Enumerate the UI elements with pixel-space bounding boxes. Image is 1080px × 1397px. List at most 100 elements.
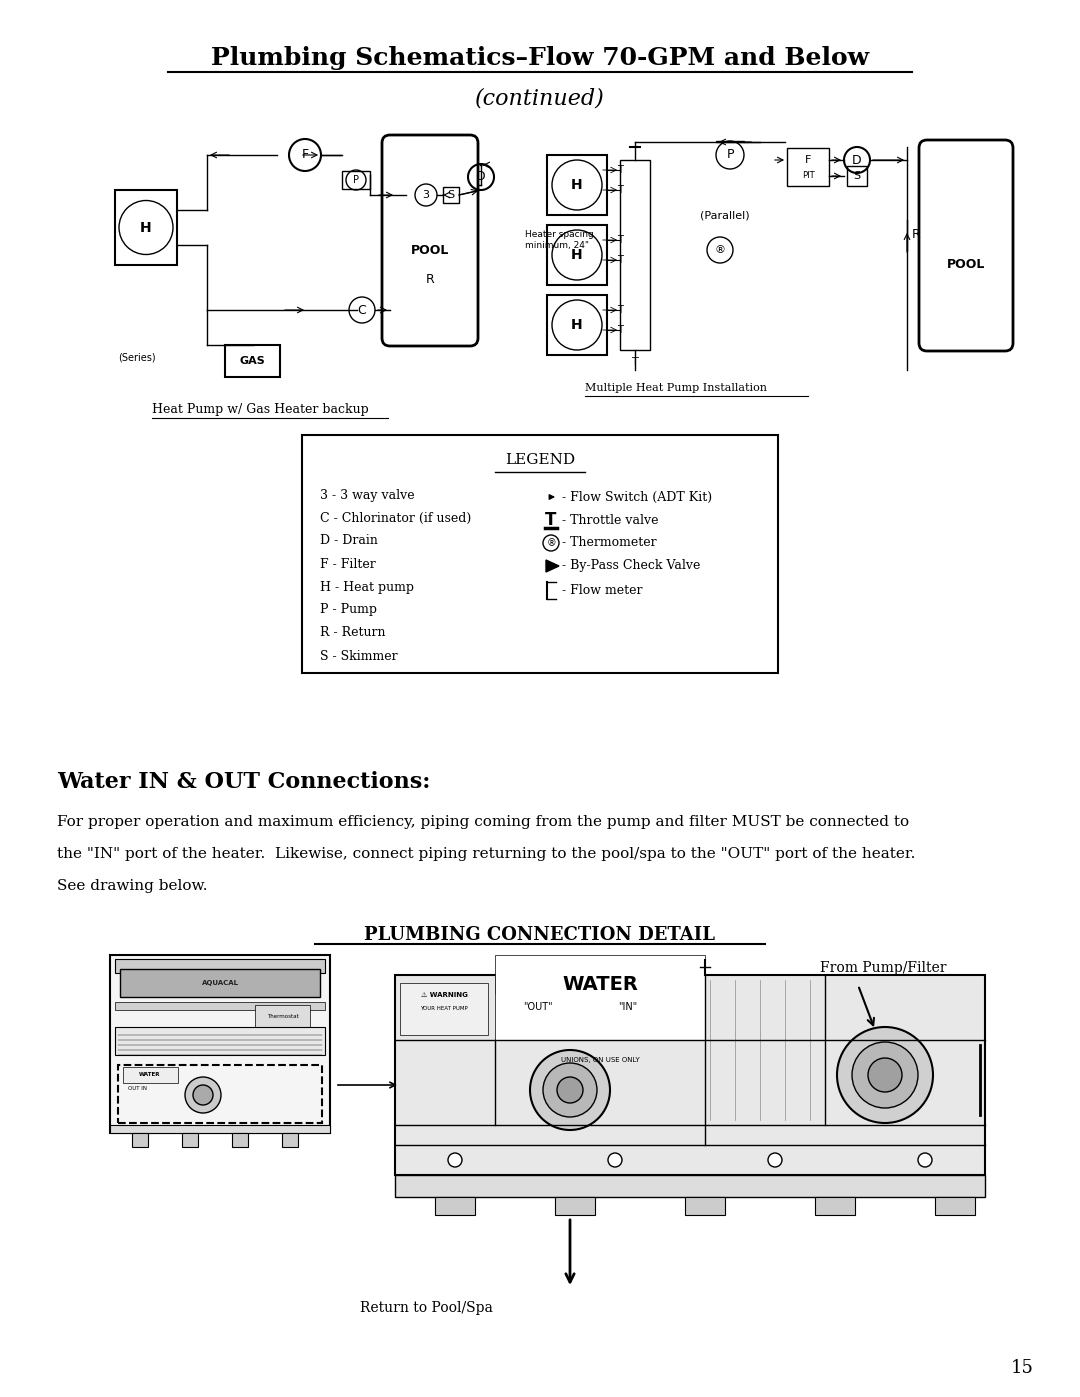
Text: PIT: PIT <box>801 172 814 180</box>
Text: S: S <box>853 170 861 182</box>
Circle shape <box>193 1085 213 1105</box>
Text: F - Filter: F - Filter <box>320 557 376 570</box>
Bar <box>400 983 488 1035</box>
Text: D - Drain: D - Drain <box>320 535 378 548</box>
Bar <box>443 187 459 203</box>
Text: H: H <box>571 177 583 191</box>
Text: ®: ® <box>546 538 556 548</box>
Bar <box>546 295 607 355</box>
Text: 3 - 3 way valve: 3 - 3 way valve <box>320 489 415 502</box>
Bar <box>114 190 177 265</box>
Text: C: C <box>357 303 366 317</box>
Bar <box>302 434 778 673</box>
Text: F: F <box>805 155 811 165</box>
Text: - Thermometer: - Thermometer <box>562 536 657 549</box>
Text: AQUACAL: AQUACAL <box>202 981 239 986</box>
Bar <box>232 1133 248 1147</box>
Text: POOL: POOL <box>410 243 449 257</box>
Text: GAS: GAS <box>240 356 266 366</box>
Text: - Flow meter: - Flow meter <box>562 584 643 598</box>
Text: Multiple Heat Pump Installation: Multiple Heat Pump Installation <box>585 383 767 393</box>
Text: T: T <box>617 165 623 175</box>
Text: (continued): (continued) <box>475 87 605 109</box>
Text: "IN": "IN" <box>619 1002 637 1011</box>
Text: OUT IN: OUT IN <box>129 1087 148 1091</box>
Text: See drawing below.: See drawing below. <box>57 879 207 893</box>
Text: T: T <box>617 184 623 196</box>
Text: T: T <box>545 511 556 529</box>
Text: - By-Pass Check Valve: - By-Pass Check Valve <box>562 560 700 573</box>
Text: T: T <box>632 358 638 367</box>
Text: ®: ® <box>715 244 726 256</box>
Bar <box>495 956 705 1039</box>
Text: POOL: POOL <box>947 258 985 271</box>
Text: - Flow Switch (ADT Kit): - Flow Switch (ADT Kit) <box>562 490 712 503</box>
Bar <box>114 1002 325 1010</box>
Text: From Pump/Filter: From Pump/Filter <box>820 961 946 975</box>
Text: - Throttle valve: - Throttle valve <box>562 514 659 527</box>
Text: Plumbing Schematics–Flow 70-GPM and Below: Plumbing Schematics–Flow 70-GPM and Belo… <box>211 46 869 70</box>
Text: P: P <box>726 148 733 162</box>
Text: H - Heat pump: H - Heat pump <box>320 581 414 594</box>
Text: P - Pump: P - Pump <box>320 604 377 616</box>
Text: F: F <box>301 148 309 162</box>
Text: Heat Pump w/ Gas Heater backup: Heat Pump w/ Gas Heater backup <box>152 404 368 416</box>
Circle shape <box>185 1077 221 1113</box>
Bar <box>435 1197 475 1215</box>
Text: R: R <box>426 272 434 286</box>
Text: LEGEND: LEGEND <box>505 453 575 467</box>
Text: T: T <box>617 305 623 314</box>
Bar <box>114 1027 325 1055</box>
Text: YOUR HEAT PUMP: YOUR HEAT PUMP <box>420 1006 468 1010</box>
Text: D: D <box>476 170 486 183</box>
Bar <box>546 155 607 215</box>
Bar <box>118 1065 322 1123</box>
Text: Heater spacing
minimum, 24": Heater spacing minimum, 24" <box>525 229 594 250</box>
Bar <box>282 1133 298 1147</box>
Bar <box>847 166 867 186</box>
Bar <box>395 1175 985 1197</box>
Text: (Series): (Series) <box>118 353 156 363</box>
Text: WATER: WATER <box>562 975 638 993</box>
Bar <box>110 1125 330 1133</box>
Circle shape <box>852 1042 918 1108</box>
Text: Water IN & OUT Connections:: Water IN & OUT Connections: <box>57 771 430 793</box>
Bar <box>620 161 650 351</box>
Circle shape <box>918 1153 932 1166</box>
Text: T: T <box>617 326 623 335</box>
Text: T: T <box>617 235 623 244</box>
Text: UNIONS, ON USE ONLY: UNIONS, ON USE ONLY <box>561 1058 639 1063</box>
Bar <box>114 958 325 972</box>
Text: For proper operation and maximum efficiency, piping coming from the pump and fil: For proper operation and maximum efficie… <box>57 814 909 828</box>
Text: the "IN" port of the heater.  Likewise, connect piping returning to the pool/spa: the "IN" port of the heater. Likewise, c… <box>57 847 916 861</box>
Text: R: R <box>912 229 921 242</box>
Text: H: H <box>571 249 583 263</box>
Bar <box>395 975 985 1175</box>
Bar <box>120 970 320 997</box>
Circle shape <box>608 1153 622 1166</box>
Text: H: H <box>140 221 152 235</box>
Bar <box>787 148 829 186</box>
Bar <box>815 1197 855 1215</box>
Text: H: H <box>571 319 583 332</box>
Text: Thermostat: Thermostat <box>267 1013 299 1018</box>
Circle shape <box>837 1027 933 1123</box>
Circle shape <box>868 1058 902 1092</box>
Bar <box>110 956 330 1133</box>
Bar <box>546 225 607 285</box>
Text: S - Skimmer: S - Skimmer <box>320 650 397 662</box>
Text: P: P <box>353 175 359 184</box>
Bar <box>935 1197 975 1215</box>
Bar <box>495 975 705 993</box>
Text: 3: 3 <box>422 190 430 200</box>
Circle shape <box>543 1063 597 1118</box>
Text: PLUMBING CONNECTION DETAIL: PLUMBING CONNECTION DETAIL <box>365 926 715 944</box>
Text: 15: 15 <box>1011 1359 1034 1377</box>
Bar <box>183 1133 198 1147</box>
Text: "OUT": "OUT" <box>523 1002 553 1011</box>
Text: WATER: WATER <box>139 1073 161 1077</box>
Text: C - Chlorinator (if used): C - Chlorinator (if used) <box>320 511 471 524</box>
Text: (Parallel): (Parallel) <box>700 210 750 219</box>
Bar <box>555 1197 595 1215</box>
Bar <box>225 345 280 377</box>
